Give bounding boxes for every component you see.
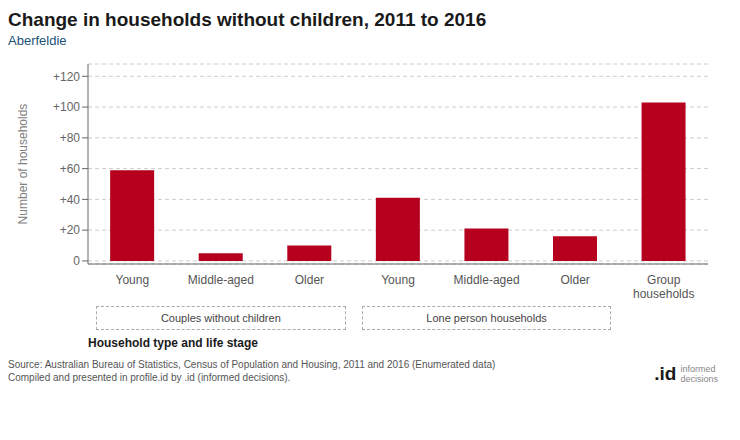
svg-text:+60: +60 [60,162,81,176]
html-text:Lone person households: Lone person households [426,312,547,324]
svg-text:Older: Older [560,273,589,287]
html-text:.id: .id [654,363,677,384]
svg-text:Young: Young [381,273,415,287]
svg-text:Middle-aged: Middle-aged [188,273,254,287]
svg-text:Older: Older [295,273,324,287]
svg-text:Number of households: Number of households [16,104,30,225]
html-text:Change in households without c: Change in households without children, 2… [8,9,487,30]
svg-text:+20: +20 [60,223,81,237]
svg-text:Grouphouseholds: Grouphouseholds [633,273,694,301]
svg-text:Middle-aged: Middle-aged [454,273,520,287]
html-text:Source: Australian Bureau of S: Source: Australian Bureau of Statistics,… [8,359,496,383]
html-text:Aberfeldie: Aberfeldie [8,33,67,48]
svg-text:0: 0 [73,254,80,268]
html-text:Household type and life stage: Household type and life stage [88,336,258,350]
svg-text:+120: +120 [53,70,80,84]
svg-text:+40: +40 [60,193,81,207]
svg-text:+80: +80 [60,131,81,145]
html-text:informed decisions: informed decisions [680,364,718,384]
svg-text:Young: Young [115,273,149,287]
svg-text:+100: +100 [53,100,80,114]
html-text:Couples without children: Couples without children [160,312,281,324]
